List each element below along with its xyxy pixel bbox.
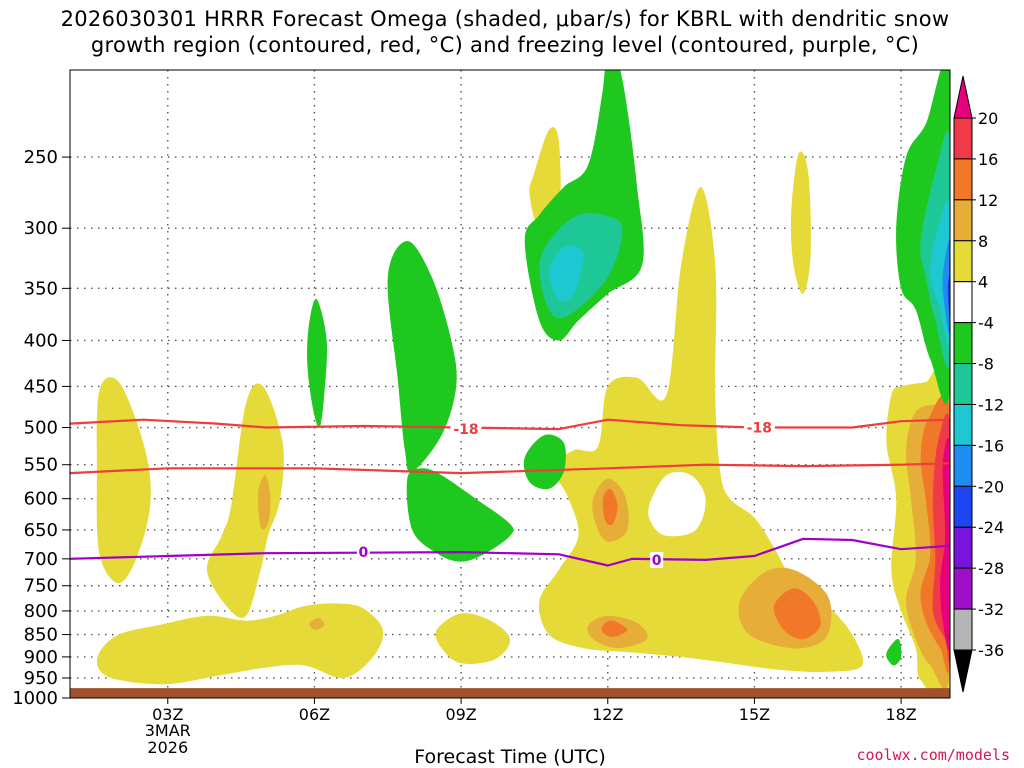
y-tick-label-750: 750 bbox=[24, 576, 58, 597]
colorbar-swatch-above-20 bbox=[953, 75, 973, 119]
colorbar-swatch--12-to--16 bbox=[953, 403, 973, 446]
contour-label-0: -18 bbox=[453, 422, 478, 438]
contour-label-bg-1 bbox=[743, 419, 775, 436]
y-tick-label-900: 900 bbox=[24, 647, 58, 668]
contour-label-bg-0 bbox=[450, 421, 482, 438]
colorbar-label--12: -12 bbox=[978, 395, 1004, 414]
colorbar-swatch--28-to--32 bbox=[953, 567, 973, 610]
omega-area-green-1100-low bbox=[523, 434, 566, 490]
omega-area-green-1800-low bbox=[886, 638, 902, 666]
colorbar-label-4: 4 bbox=[978, 273, 988, 292]
omega-area-orange-1200-mid bbox=[602, 488, 618, 526]
ground-band bbox=[70, 688, 950, 698]
colorbar-label--20: -20 bbox=[978, 477, 1004, 496]
credit-text: coolwx.com/models bbox=[856, 746, 1010, 764]
omega-area-yellow-0900-low bbox=[435, 613, 511, 665]
omega-area-magenta-east-edge bbox=[940, 437, 950, 650]
omega-area-green-0800 bbox=[387, 241, 457, 473]
colorbar-label--4: -4 bbox=[978, 314, 994, 333]
x-tick-label-18Z: 18Z bbox=[885, 705, 916, 724]
y-tick-label-500: 500 bbox=[24, 418, 58, 439]
contour-freezing-level bbox=[70, 537, 950, 567]
y-tick-label-800: 800 bbox=[24, 601, 58, 622]
omega-area-yellow-1600-top bbox=[790, 151, 811, 295]
omega-area-gold-0500 bbox=[257, 475, 271, 530]
y-tick-label-1000: 1000 bbox=[12, 688, 58, 709]
y-tick-label-700: 700 bbox=[24, 549, 58, 570]
omega-area-blue-1800-upper bbox=[942, 239, 950, 334]
y-tick-label-250: 250 bbox=[24, 147, 58, 168]
colorbar-swatch-8-to-4 bbox=[953, 240, 973, 283]
plot-frame bbox=[69, 69, 951, 699]
colorbar-label--8: -8 bbox=[978, 355, 994, 374]
omega-area-yellow-0200 bbox=[96, 377, 151, 584]
colorbar-swatch--8-to--12 bbox=[953, 363, 973, 405]
title-line-1: 2026030301 HRRR Forecast Omega (shaded, … bbox=[60, 7, 950, 31]
y-tick-label-850: 850 bbox=[24, 625, 58, 646]
omega-area-white-hole-1300 bbox=[648, 471, 706, 537]
colorbar-swatch--32-to--36 bbox=[953, 608, 973, 651]
colorbar-label-16: 16 bbox=[978, 150, 998, 169]
contour-label-1: -18 bbox=[747, 421, 772, 437]
omega-area-orange-1200-low bbox=[601, 620, 628, 637]
colorbar-swatch--24-to--28 bbox=[953, 526, 973, 569]
colorbar-label-20: 20 bbox=[978, 109, 998, 128]
colorbar-swatch-20-to-16 bbox=[953, 117, 973, 160]
x-tick-label-06Z: 06Z bbox=[299, 705, 330, 724]
omega-area-orange-1600-low bbox=[773, 588, 821, 640]
y-tick-label-550: 550 bbox=[24, 455, 58, 476]
y-tick-label-450: 450 bbox=[24, 376, 58, 397]
colorbar-swatch-12-to-8 bbox=[953, 199, 973, 242]
omega-area-yellow-main-1300 bbox=[538, 187, 864, 672]
contour-label-3: 0 bbox=[652, 553, 662, 569]
omega-area-yellow-0500-column bbox=[206, 383, 284, 618]
x-axis-label: Forecast Time (UTC) bbox=[414, 746, 606, 768]
x-date-label-2: 2026 bbox=[147, 738, 188, 757]
y-axis: 2503003504004505005506006507007508008509… bbox=[12, 147, 70, 709]
colorbar-swatch--4-to--8 bbox=[953, 322, 973, 365]
contour-lines bbox=[70, 418, 950, 567]
colorbar-label--36: -36 bbox=[978, 641, 1004, 660]
colorbar-swatch-16-to-12 bbox=[953, 158, 973, 201]
colorbar-label--32: -32 bbox=[978, 600, 1004, 619]
omega-area-green-0600 bbox=[307, 298, 328, 428]
x-tick-label-15Z: 15Z bbox=[739, 705, 770, 724]
omega-area-darkblue-1800-upper bbox=[947, 275, 950, 321]
colorbar-label--24: -24 bbox=[978, 518, 1004, 537]
y-tick-label-950: 950 bbox=[24, 668, 58, 689]
colorbar-swatch-below-36 bbox=[953, 649, 973, 693]
omega-area-green-0800-low bbox=[406, 468, 514, 562]
colorbar-swatch--20-to--24 bbox=[953, 485, 973, 528]
contour-label-2: 0 bbox=[358, 545, 368, 561]
x-tick-label-09Z: 09Z bbox=[445, 705, 476, 724]
omega-area-cyan-1100-upper bbox=[549, 245, 584, 302]
x-tick-label-03Z: 03Z bbox=[152, 705, 183, 724]
colorbar-label--28: -28 bbox=[978, 559, 1004, 578]
contour-label-bg-2 bbox=[356, 544, 370, 561]
colorbar-swatch-4-to--4 bbox=[953, 281, 973, 324]
y-tick-label-400: 400 bbox=[24, 330, 58, 351]
contour-labels: -18 -18 0 0 bbox=[356, 419, 775, 569]
chart-title: 2026030301 HRRR Forecast Omega (shaded, … bbox=[0, 6, 1010, 58]
contour-dendritic-bottom bbox=[70, 462, 950, 475]
y-tick-label-650: 650 bbox=[24, 520, 58, 541]
title-line-2: growth region (contoured, red, °C) and f… bbox=[90, 33, 920, 57]
colorbar-label-12: 12 bbox=[978, 191, 998, 210]
contour-label-bg-3 bbox=[650, 551, 664, 568]
colorbar-swatch--16-to--20 bbox=[953, 444, 973, 487]
y-tick-label-350: 350 bbox=[24, 278, 58, 299]
omega-shading bbox=[70, 70, 950, 698]
x-date-label-1: 3MAR bbox=[145, 721, 191, 740]
colorbar-label--16: -16 bbox=[978, 436, 1004, 455]
contour-dendritic-top bbox=[70, 418, 950, 431]
colorbar-label-8: 8 bbox=[978, 232, 988, 251]
omega-area-gold-0600-low bbox=[309, 618, 325, 631]
colorbar: 20 16 12 8 4 -4 -8 -12 -16 -20 -24 -28 -32 -36 bbox=[953, 75, 1004, 693]
y-tick-label-300: 300 bbox=[24, 218, 58, 239]
x-tick-label-12Z: 12Z bbox=[592, 705, 623, 724]
y-tick-label-600: 600 bbox=[24, 489, 58, 510]
